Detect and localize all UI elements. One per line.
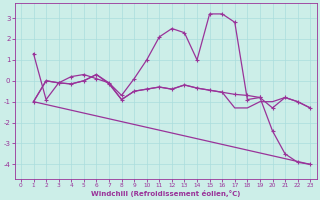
X-axis label: Windchill (Refroidissement éolien,°C): Windchill (Refroidissement éolien,°C) [91, 190, 240, 197]
